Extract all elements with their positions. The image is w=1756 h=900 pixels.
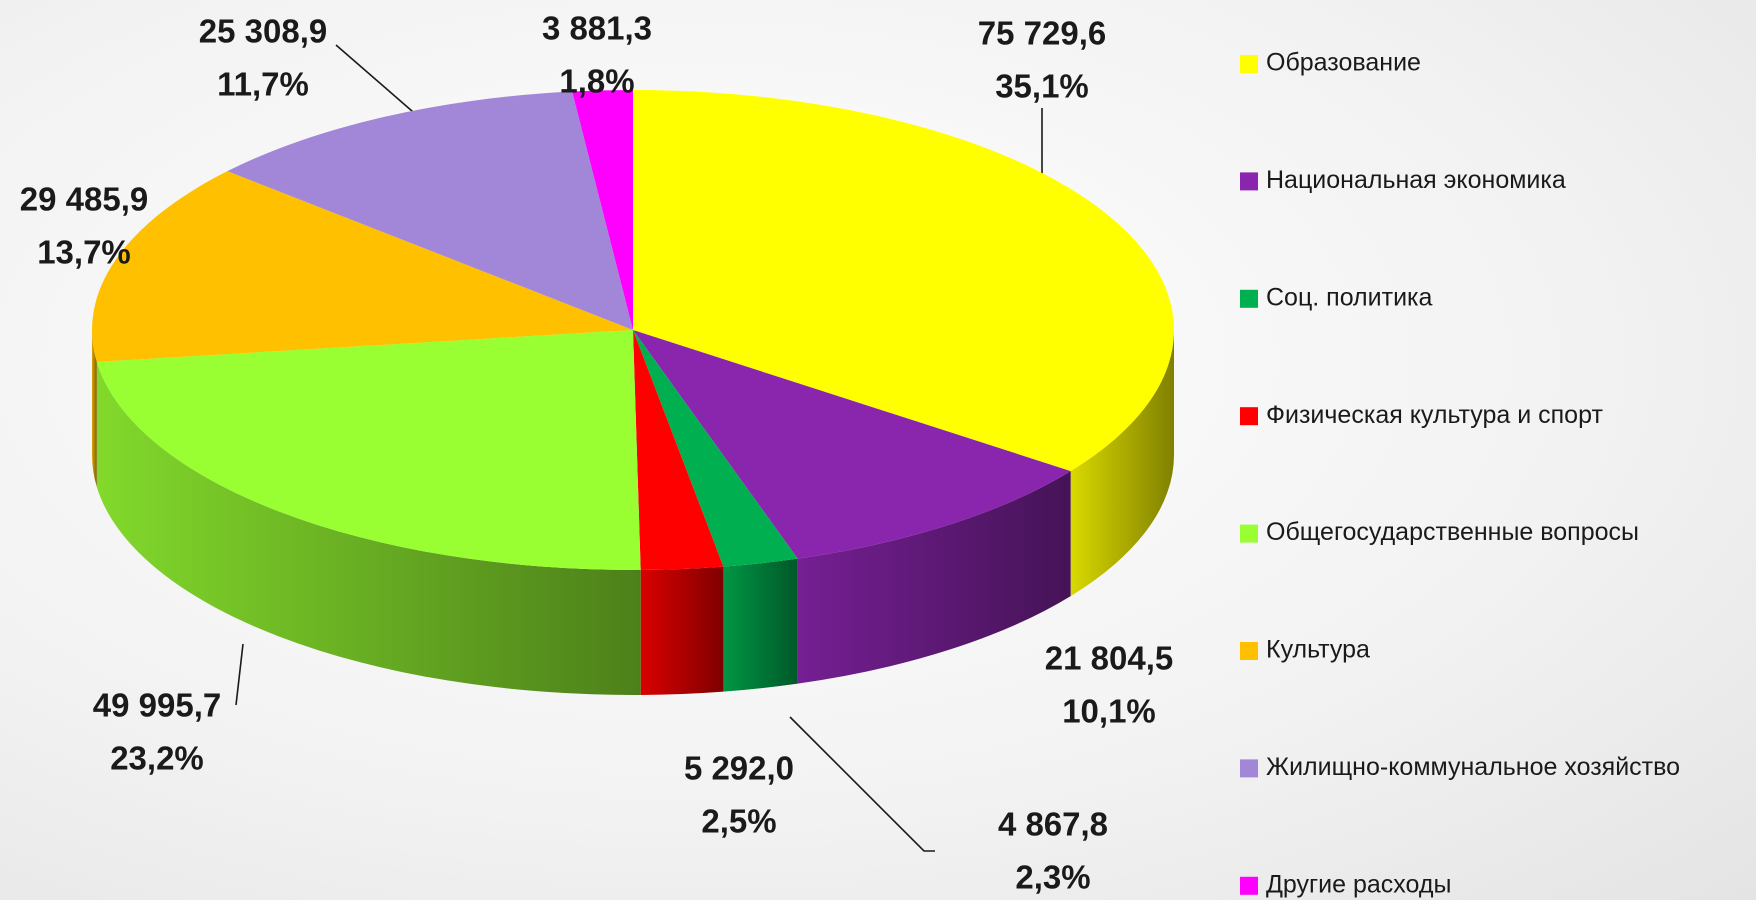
legend-label: Культура xyxy=(1266,636,1370,664)
legend-label: Соц. политика xyxy=(1266,283,1433,311)
legend-marker xyxy=(1240,55,1258,73)
slice xyxy=(633,90,1174,472)
legend-label: Физическая культура и спорт xyxy=(1266,401,1603,429)
value-label: 75 729,6 xyxy=(978,15,1106,52)
leader-line xyxy=(235,643,244,706)
value-label: 5 292,0 xyxy=(684,750,794,787)
percent-label: 11,7% xyxy=(217,66,309,103)
slice xyxy=(572,90,633,330)
slice-side xyxy=(96,361,641,695)
pie xyxy=(92,90,1174,695)
value-label: 21 804,5 xyxy=(1045,640,1173,677)
percent-label: 2,5% xyxy=(701,803,776,840)
percent-label: 13,7% xyxy=(37,234,131,271)
slice-side xyxy=(92,330,97,487)
percent-label: 35,1% xyxy=(995,68,1089,105)
legend-marker xyxy=(1240,876,1258,895)
value-label: 25 308,9 xyxy=(199,13,327,50)
legend-marker xyxy=(1240,289,1258,308)
legend-label: Жилищно-коммунальное хозяйство xyxy=(1266,753,1680,781)
slice-side xyxy=(723,558,798,692)
slice-side xyxy=(1070,330,1174,597)
legend-marker xyxy=(1240,759,1258,778)
value-label: 3 881,3 xyxy=(542,10,652,47)
legend-marker xyxy=(1240,172,1258,191)
slice xyxy=(92,171,634,362)
value-label: 49 995,7 xyxy=(93,687,221,724)
percent-label: 23,2% xyxy=(110,740,204,777)
legend-label: Другие расходы xyxy=(1266,870,1451,898)
slice xyxy=(227,91,633,330)
value-label: 29 485,9 xyxy=(20,181,148,218)
percent-label: 1,8% xyxy=(559,63,634,100)
percent-label: 2,3% xyxy=(1015,859,1090,896)
slice-side xyxy=(640,566,724,695)
legend-label: Общегосударственные вопросы xyxy=(1266,518,1639,546)
legend-label: Образование xyxy=(1266,49,1421,77)
percent-label: 10,1% xyxy=(1062,693,1156,730)
slice xyxy=(633,330,798,567)
leader-line xyxy=(789,716,935,852)
slice xyxy=(633,330,724,570)
value-label: 4 867,8 xyxy=(998,806,1108,843)
legend-marker xyxy=(1240,642,1258,660)
slice xyxy=(96,330,641,571)
legend-marker xyxy=(1240,407,1258,426)
legend-marker xyxy=(1240,524,1258,543)
slice-side xyxy=(797,471,1071,684)
legend-label: Национальная экономика xyxy=(1266,166,1566,194)
slice xyxy=(633,330,1071,559)
leader-line xyxy=(335,44,421,119)
